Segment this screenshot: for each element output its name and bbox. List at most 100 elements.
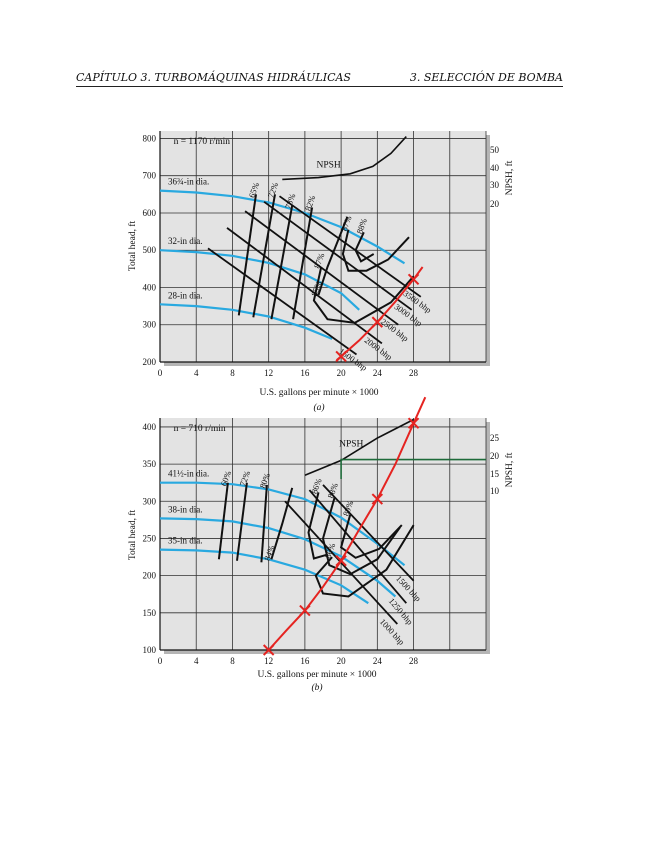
chart-2-npsh-tick-label: 15 (490, 469, 500, 479)
chart-2-speed-label: n = 710 r/min (174, 424, 226, 434)
chart-1-x-tick-label: 4 (194, 368, 199, 378)
chart-2-npsh-label: NPSH (339, 439, 363, 449)
chart-2-system-marker (371, 493, 384, 505)
chart-2-impeller-label: 38-in dia. (168, 504, 203, 514)
chart-2-efficiency-label: 88% (325, 481, 340, 499)
chart-1-impeller-curve (159, 303, 333, 340)
chart-2-y-tick-label: 100 (143, 645, 157, 655)
chart-1-bhp-line (278, 195, 422, 298)
chart-2-y-tick-label: 150 (143, 608, 157, 618)
chart-2-efficiency-curve (270, 487, 294, 560)
chart-2-x-tick-label: 16 (300, 656, 310, 666)
chart-2-system-marker (299, 604, 311, 617)
chapter-title: CAPÍTULO 3. TURBOMÁQUINAS HIDRÁULICAS (76, 71, 351, 84)
chart-2-x-tick-label: 4 (194, 656, 199, 666)
chart-1-right-axis-label: NPSH, ft (504, 160, 515, 195)
chart-2-npsh-tick-label: 10 (490, 486, 500, 496)
chart-2-npsh-marker-line (340, 458, 486, 479)
chart-1-y-tick-label: 500 (143, 245, 157, 255)
chart-1-efficiency-label: 78% (283, 192, 298, 210)
chart-1-x-tick-label: 28 (409, 368, 419, 378)
chart-2-y-tick-label: 300 (143, 496, 157, 506)
page-header: CAPÍTULO 3. TURBOMÁQUINAS HIDRÁULICAS 3.… (76, 70, 563, 87)
chart-1-y-tick-label: 600 (143, 208, 157, 218)
chart-1-system-marker (407, 273, 420, 285)
chart-1-x-tick-label: 0 (158, 368, 163, 378)
chart-1-efficiency-curve (292, 207, 314, 320)
chart-2-npsh-tick-label: 20 (490, 451, 500, 461)
chart-2-y-tick-label: 350 (143, 459, 157, 469)
chart-2-efficiency-curve (260, 484, 268, 563)
chart-2-right-axis-label: NPSH, ft (504, 452, 515, 487)
chart-1-efficiency-label: 87% (312, 252, 327, 270)
chart-2-npsh-curve (304, 418, 414, 477)
chart-2-caption: (b) (311, 682, 322, 693)
chart-2-system-curve (267, 396, 427, 651)
chart-2-efficiency-curve (307, 492, 327, 560)
chart-1-impeller-label: 36¾-in dia. (168, 177, 209, 187)
chart-1-efficiency-curve (270, 205, 294, 320)
chart-1-x-tick-label: 8 (230, 368, 235, 378)
chart-2-efficiency-label: 60% (218, 469, 233, 487)
chart-1-bhp-line (226, 227, 383, 345)
chart-1-npsh-label: NPSH (316, 161, 340, 171)
chart-2-x-tick-label: 12 (264, 656, 273, 666)
chart-2-impeller-curve (160, 481, 406, 567)
chart-2-impeller-curve (159, 548, 369, 605)
chart-2-system-marker (335, 555, 347, 567)
chart-2-npsh-tick-label: 25 (490, 433, 500, 443)
chart-2-efficiency-label: 80% (257, 472, 272, 490)
chart-2-bhp-line (322, 484, 415, 582)
chart-1-x-tick-label: 24 (373, 368, 383, 378)
chart-2-impeller-label: 41½-in dia. (168, 469, 209, 479)
chart-1-impeller-curve (159, 249, 360, 311)
chart-1-y-tick-label: 400 (143, 282, 157, 292)
chart-2-impeller-curve (159, 517, 397, 598)
chart-1-impeller-label: 28-in dia. (168, 290, 203, 300)
chart-2-efficiency-label: 72% (237, 469, 252, 487)
chart-1-npsh-tick-label: 40 (490, 163, 500, 173)
chart-2-plot-area (160, 418, 486, 650)
chart-2-y-tick-label: 200 (143, 571, 157, 581)
chart-1-x-tick-label: 12 (264, 368, 273, 378)
chart-1-system-marker (335, 350, 347, 363)
chart-2-efficiency-curve (314, 524, 415, 598)
section-title: 3. SELECCIÓN DE BOMBA (409, 71, 563, 84)
chart-2-bhp-line (284, 500, 398, 625)
chart-1-efficiency-curve (252, 194, 276, 318)
chart-1-npsh-tick-label: 20 (490, 199, 500, 209)
chart-1-y-axis-label: Total head, ft (127, 221, 138, 272)
chart-1-y-tick-label: 800 (143, 133, 157, 143)
chart-2-system-marker (262, 644, 275, 656)
chart-2-bhp-line (308, 489, 407, 604)
chart-1-npsh-curve (282, 136, 407, 181)
chart-1-y-tick-label: 300 (143, 320, 157, 330)
chart-1-efficiency-label: 82% (303, 194, 318, 212)
chart-1-impeller-label: 32-in dia. (168, 236, 203, 246)
chart-2-x-axis-label: U.S. gallons per minute × 1000 (257, 670, 376, 680)
chart-2-x-tick-label: 8 (230, 656, 235, 666)
chart-2-efficiency-curve (236, 482, 248, 561)
chart-1-efficiency-curve (341, 229, 410, 272)
chart-1-y-tick-label: 700 (143, 171, 157, 181)
chart-1-x-axis-label: U.S. gallons per minute × 1000 (259, 388, 378, 398)
chart-1-plot-area (160, 131, 486, 362)
chart-2-y-tick-label: 400 (143, 422, 157, 432)
chart-1-impeller-curve (159, 189, 406, 265)
chart-1-npsh-tick-label: 30 (490, 180, 500, 190)
chart-1-efficiency-curve (317, 216, 349, 296)
chart-1-speed-label: n = 1170 r/min (174, 137, 231, 147)
chart-1-bhp-line (207, 247, 358, 356)
chart-1-npsh-tick-label: 50 (490, 145, 500, 155)
chart-1-efficiency-curve (237, 194, 257, 316)
chart-1-caption: (a) (313, 402, 324, 413)
chart-2-x-tick-label: 24 (373, 656, 383, 666)
chart-2-efficiency-curve (321, 496, 401, 576)
chart-2-x-tick-label: 0 (158, 656, 163, 666)
chart-2-y-tick-label: 250 (143, 533, 157, 543)
chart-1-efficiency-curve (354, 231, 375, 263)
chart-2-impeller-label: 35-in dia. (168, 536, 203, 546)
chart-1-x-tick-label: 16 (300, 368, 310, 378)
chart-2-y-axis-label: Total head, ft (127, 510, 138, 561)
